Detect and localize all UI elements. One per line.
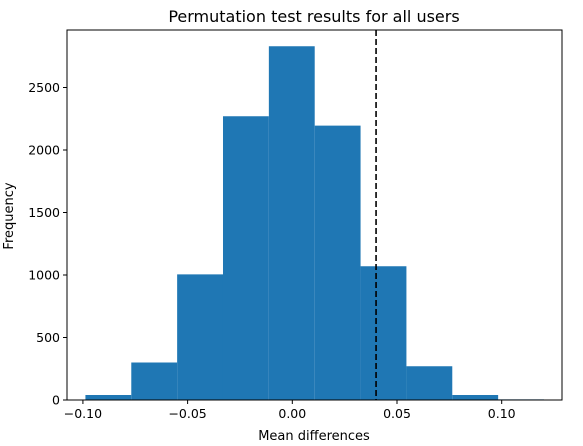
y-axis: 0 500 1000 1500 2000 2500 xyxy=(28,80,67,408)
histogram-bar-2 xyxy=(177,274,223,400)
chart-title: Permutation test results for all users xyxy=(168,7,459,26)
y-tick-label: 2000 xyxy=(28,143,60,158)
x-tick-label: −0.10 xyxy=(64,406,102,421)
y-tick-label: 2500 xyxy=(28,80,60,95)
x-axis: −0.10 −0.05 0.00 0.05 0.10 xyxy=(64,400,516,421)
x-tick-label: 0.10 xyxy=(488,406,516,421)
y-tick-label: 1000 xyxy=(28,268,60,283)
histogram-bar-4 xyxy=(268,46,315,400)
y-tick-label: 0 xyxy=(52,393,60,408)
x-tick-label: 0.00 xyxy=(278,406,306,421)
y-tick-label: 500 xyxy=(36,330,60,345)
histogram-bars xyxy=(85,46,544,400)
histogram-bar-5 xyxy=(314,125,361,400)
histogram-bar-3 xyxy=(222,116,269,400)
y-axis-label: Frequency xyxy=(2,182,17,249)
histogram-bar-6 xyxy=(360,266,407,400)
histogram-bar-1 xyxy=(131,362,178,400)
x-axis-label: Mean differences xyxy=(258,429,370,444)
histogram-bar-8 xyxy=(452,395,499,400)
y-tick-label: 1500 xyxy=(28,205,60,220)
plot-area-frame xyxy=(66,29,563,401)
x-tick-label: −0.05 xyxy=(168,406,206,421)
histogram-bar-0 xyxy=(85,395,132,400)
histogram-bar-7 xyxy=(406,366,453,400)
x-tick-label: 0.05 xyxy=(383,406,411,421)
